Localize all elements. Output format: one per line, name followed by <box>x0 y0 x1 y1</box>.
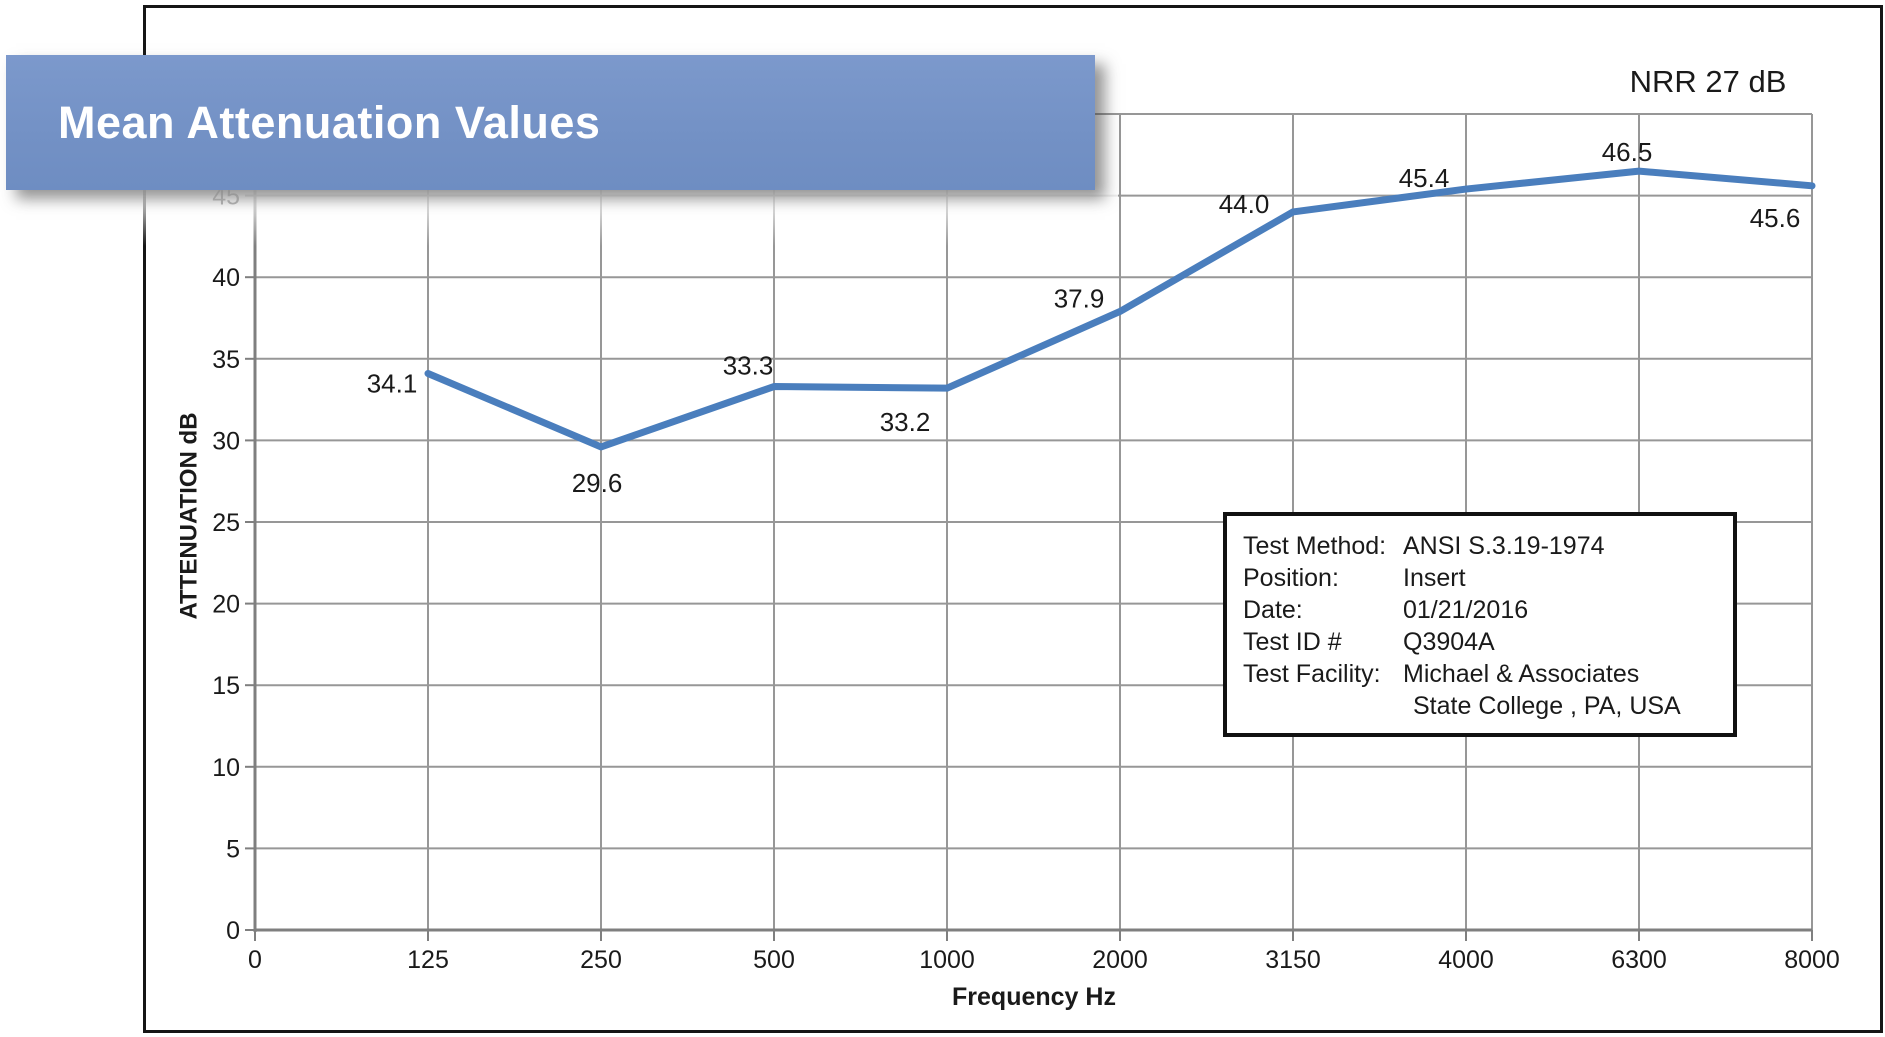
info-label <box>1243 690 1403 722</box>
info-value: ANSI S.3.19-1974 <box>1403 532 1605 560</box>
data-point-label: 45.4 <box>1399 163 1450 193</box>
info-row-facility-location: State College , PA, USA <box>1243 690 1733 722</box>
info-row-position: Position: Insert <box>1243 562 1733 594</box>
info-value: Insert <box>1403 564 1466 592</box>
x-tick-label: 500 <box>753 946 795 974</box>
x-tick-label: 8000 <box>1784 946 1840 974</box>
y-tick-label: 30 <box>212 427 240 455</box>
test-info-box: Test Method: ANSI S.3.19-1974 Position: … <box>1223 512 1737 737</box>
info-row-test-facility: Test Facility: Michael & Associates <box>1243 658 1733 690</box>
y-tick-label: 25 <box>212 509 240 537</box>
info-value: Q3904A <box>1403 628 1495 656</box>
y-tick-label: 40 <box>212 264 240 292</box>
info-label: Test Method: <box>1243 532 1387 560</box>
data-point-label: 45.6 <box>1750 203 1801 233</box>
data-point-label: 29.6 <box>572 468 623 498</box>
y-tick-label: 15 <box>212 672 240 700</box>
data-point-label: 37.9 <box>1054 283 1105 313</box>
data-point-label: 34.1 <box>367 368 418 398</box>
nrr-rating-label: NRR 27 dB <box>1629 64 1787 99</box>
x-tick-label: 1000 <box>919 946 975 974</box>
attenuation-series-line <box>424 167 1816 451</box>
y-tick-label: 20 <box>212 591 240 619</box>
info-row-test-method: Test Method: ANSI S.3.19-1974 <box>1243 530 1733 562</box>
info-label: Test ID # <box>1243 628 1342 656</box>
data-point-label: 33.3 <box>723 351 774 381</box>
y-axis-title: ATTENUATION dB <box>176 412 203 620</box>
y-tick-label: 10 <box>212 754 240 782</box>
x-tick-label: 2000 <box>1092 946 1148 974</box>
y-tick-label: 35 <box>212 346 240 374</box>
title-banner: Mean Attenuation Values <box>6 55 1095 190</box>
x-tick-label: 3150 <box>1265 946 1321 974</box>
y-tick-label: 5 <box>226 835 240 863</box>
data-point-label: 46.5 <box>1602 137 1653 167</box>
info-value: State College , PA, USA <box>1413 692 1681 720</box>
info-row-test-id: Test ID # Q3904A <box>1243 626 1733 658</box>
data-point-label: 33.2 <box>880 407 931 437</box>
info-label: Test Facility: <box>1243 660 1381 688</box>
x-tick-label: 0 <box>248 946 262 974</box>
x-tick-label: 250 <box>580 946 622 974</box>
info-label: Date: <box>1243 596 1303 624</box>
info-value: 01/21/2016 <box>1403 596 1529 624</box>
x-tick-label: 4000 <box>1438 946 1494 974</box>
x-tick-label: 125 <box>407 946 449 974</box>
x-tick-label: 6300 <box>1611 946 1667 974</box>
page-title: Mean Attenuation Values <box>58 96 601 148</box>
data-point-label: 44.0 <box>1219 189 1270 219</box>
info-row-date: Date: 01/21/2016 <box>1243 594 1733 626</box>
info-label: Position: <box>1243 564 1339 592</box>
x-axis-title: Frequency Hz <box>952 983 1116 1011</box>
info-value: Michael & Associates <box>1403 660 1640 688</box>
y-tick-label: 0 <box>226 917 240 945</box>
